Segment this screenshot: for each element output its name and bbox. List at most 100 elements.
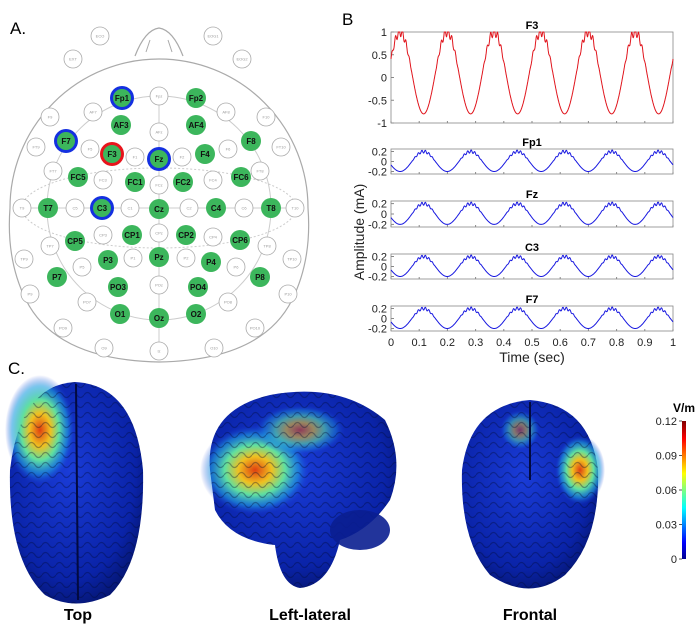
electrode-po10: PO10	[245, 318, 265, 338]
electrode-label: CP6	[232, 236, 248, 245]
electrode-p4: P4	[201, 252, 221, 272]
y-tick-label: 0.2	[372, 147, 387, 159]
plot-title: C3	[525, 242, 539, 254]
brain-label-top: Top	[64, 607, 92, 624]
brain-frontal-view	[461, 400, 605, 589]
electrode-label: TP10	[287, 257, 297, 262]
y-tick-label: -0.2	[368, 167, 387, 179]
x-tick-label: 0.7	[581, 337, 596, 349]
electrode-label: Iz	[157, 349, 160, 354]
electrode-fc3: FC3	[93, 170, 113, 190]
y-tick-label: 0.2	[372, 252, 387, 264]
electrode-p5: P5	[72, 257, 92, 277]
electrode-ft7: FT7	[43, 161, 63, 181]
electrode-c1: C1	[120, 198, 140, 218]
x-tick-label: 0.3	[468, 337, 483, 349]
electrode-label: CP1	[124, 231, 140, 240]
electrode-label: P5	[80, 265, 86, 270]
electrode-label: Fpz	[156, 94, 163, 99]
y-tick-label: 0.2	[372, 199, 387, 211]
electrode-eog2: EOG2	[232, 49, 252, 69]
y-tick-label: 0	[381, 209, 387, 221]
electrode-label: T9	[20, 206, 25, 211]
y-tick-label: -0.5	[368, 95, 387, 107]
electrode-p7: P7	[47, 267, 67, 287]
electrode-af7: AF7	[83, 102, 103, 122]
electrode-label: Cz	[154, 205, 164, 214]
electrode-label: P3	[103, 256, 113, 265]
panel-label-c: C.	[8, 359, 25, 378]
plot-title: F3	[526, 20, 539, 32]
electrode-f10: F10	[256, 107, 276, 127]
electrode-p8: P8	[250, 267, 270, 287]
plot-fz: Fz 0.20-0.2	[368, 189, 674, 231]
electrode-c5: C5	[65, 198, 85, 218]
electrode-label: AF3	[113, 121, 129, 130]
electrode-f1: F1	[125, 147, 145, 167]
plot-axes	[390, 200, 674, 228]
electrode-f4: F4	[195, 144, 215, 164]
electrode-ft8: FT8	[250, 161, 270, 181]
waveform-plots: F310.50-0.5-1Fp10.20-0.2Fz0.20-0.2C30.20…	[368, 20, 676, 349]
plot-axes	[390, 148, 674, 175]
eeg-head-map: ECO EOG1 EXT EOG2 Fpz AF7 AFz AF8 F9 F10 F5 F1 F2 F6 F…	[8, 26, 310, 363]
electrode-layer: ECO EOG1 EXT EOG2 Fpz AF7 AFz AF8 F9 F10 F5 F1 F2 F6 F…	[12, 26, 305, 361]
electrode-af4: AF4	[186, 115, 206, 135]
y-tick-label: -0.2	[368, 324, 387, 336]
electrode-label: PO8	[224, 300, 233, 305]
electrode-fc2: FC2	[173, 172, 193, 192]
x-tick-label: 0.9	[637, 337, 652, 349]
x-axis-label: Time (sec)	[499, 349, 565, 365]
electrode-p10: P10	[278, 284, 298, 304]
electrode-label: C4	[211, 204, 222, 213]
y-tick-label: -1	[377, 118, 387, 130]
x-tick-label: 0.2	[440, 337, 455, 349]
electrode-label: O1	[115, 310, 126, 319]
electrode-label: F9	[48, 115, 53, 120]
electrode-label: FT9	[32, 145, 40, 150]
electrode-label: P10	[284, 292, 292, 297]
x-tick-label: 0.6	[553, 337, 568, 349]
electrode-po3: PO3	[108, 277, 128, 297]
x-tick-label: 0.5	[524, 337, 539, 349]
colorbar: V/m 0.12 0.09 0.06 0.03 0	[656, 401, 695, 566]
electrode-af3: AF3	[111, 115, 131, 135]
nose-detail	[145, 39, 173, 53]
panel-label-a: A.	[10, 19, 26, 38]
electrode-label: C6	[241, 206, 247, 211]
electrode-label: F1	[133, 155, 138, 160]
electrode-label: TP8	[263, 244, 271, 249]
panel-label-b: B	[342, 10, 353, 29]
electrode-fc5: FC5	[68, 167, 88, 187]
electrode-label: PO7	[83, 300, 92, 305]
colorbar-tick-label: 0.06	[656, 485, 677, 497]
electrode-label: T10	[292, 206, 300, 211]
electrode-label: F10	[263, 115, 271, 120]
brain-left-lateral-view	[200, 391, 397, 588]
electrode-label: FC1	[127, 178, 143, 187]
series-line-fp1	[390, 149, 674, 172]
electrode-po7: PO7	[77, 292, 97, 312]
electrode-label: F6	[226, 147, 231, 152]
electrode-o2: O2	[186, 304, 206, 324]
plot-axes	[390, 253, 674, 280]
electrode-label: FC6	[233, 173, 249, 182]
electrode-c6: C6	[234, 198, 254, 218]
electrode-label: F2	[180, 155, 185, 160]
y-tick-label: 0.5	[372, 50, 387, 62]
electrode-label: C3	[97, 204, 108, 213]
x-tick-label: 1	[670, 337, 676, 349]
electrode-cp4: CP4	[203, 227, 223, 247]
nose-outline	[134, 27, 184, 57]
electrode-t7: T7	[38, 198, 58, 218]
electrode-p9: P9	[20, 284, 40, 304]
brain-label-frontal: Frontal	[503, 607, 557, 624]
electrode-label: PO9	[59, 326, 68, 331]
electrode-p6: P6	[226, 257, 246, 277]
electrode-label: CP3	[99, 233, 108, 238]
x-tick-label: 0.4	[496, 337, 511, 349]
electrode-label: ECO	[96, 34, 105, 39]
y-tick-label: -0.2	[368, 219, 387, 231]
electrode-label: AF8	[222, 110, 230, 115]
electrode-iz: Iz	[149, 341, 169, 361]
